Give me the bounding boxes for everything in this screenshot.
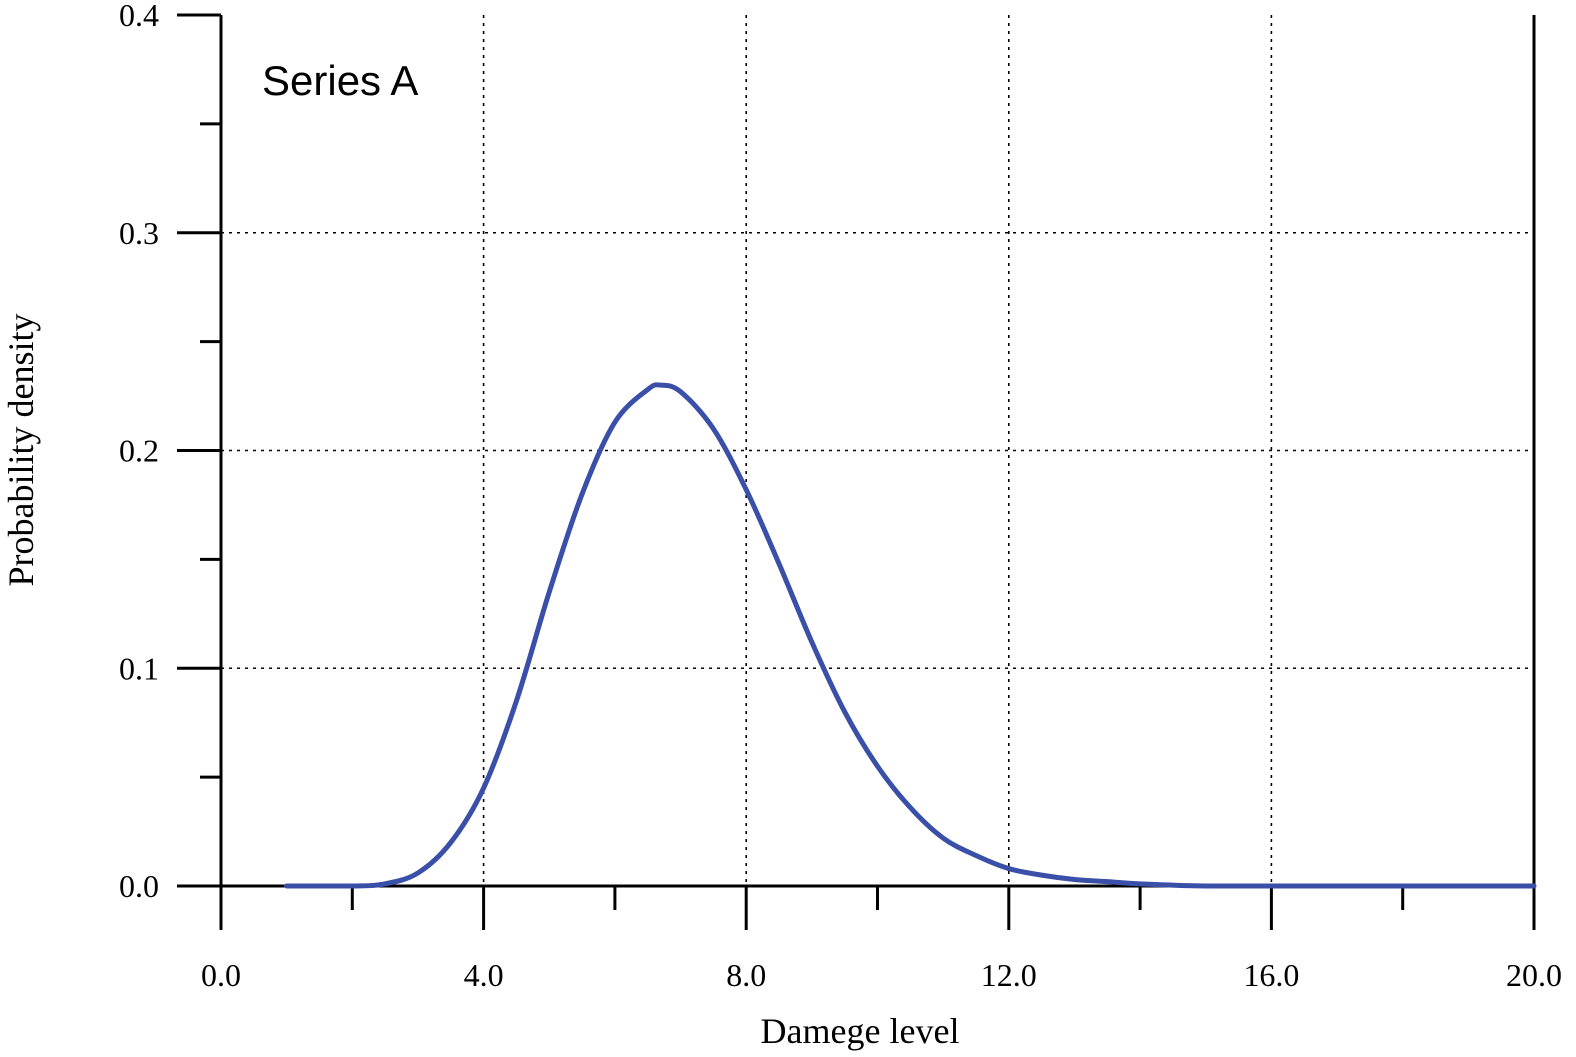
series-annotation: Series A — [262, 57, 418, 104]
y-tick-label: 0.4 — [119, 0, 159, 33]
series-line — [284, 382, 1537, 889]
x-tick-label: 16.0 — [1243, 957, 1299, 993]
x-tick-label: 0.0 — [201, 957, 241, 993]
y-tick-label: 0.2 — [119, 433, 159, 469]
y-tick-label: 0.1 — [119, 650, 159, 686]
tick-labels: 0.0 4.0 8.0 12.0 16.0 20.0 0.0 0.1 0.2 0.3 0.4 — [119, 0, 1562, 993]
y-tick-label: 0.0 — [119, 868, 159, 904]
ticks — [177, 13, 1536, 930]
x-tick-label: 20.0 — [1506, 957, 1562, 993]
grid — [221, 15, 1534, 886]
x-tick-label: 8.0 — [726, 957, 766, 993]
x-axis-label: Damege level — [761, 1011, 960, 1051]
x-tick-label: 4.0 — [464, 957, 504, 993]
y-axis-label: Probability density — [1, 314, 41, 587]
series — [284, 382, 1537, 889]
x-tick-label: 12.0 — [981, 957, 1037, 993]
y-tick-label: 0.3 — [119, 215, 159, 251]
